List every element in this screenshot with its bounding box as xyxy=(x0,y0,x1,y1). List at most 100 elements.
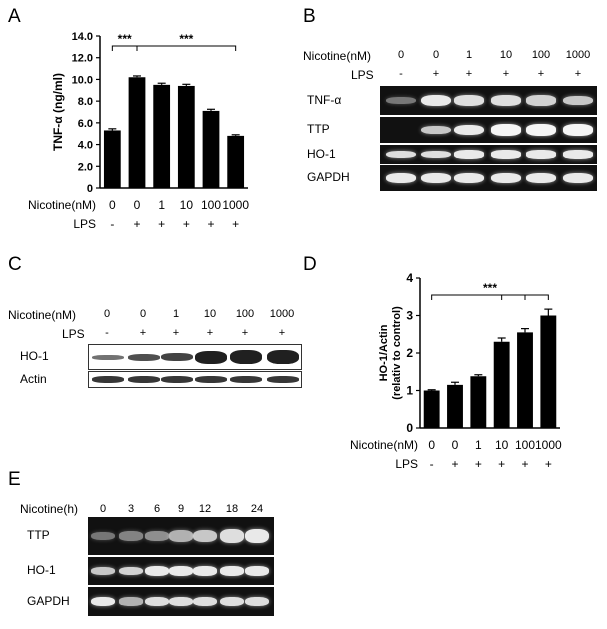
western-band xyxy=(230,350,262,364)
chart-d: 0 1 2 3 4 0 - 0 +1 +10 +100 +1000 + Nicotine(nM) LPS HO… xyxy=(350,271,562,471)
lps-sign: + xyxy=(158,217,165,231)
gel-band xyxy=(91,566,115,576)
panel-letter-b: B xyxy=(303,6,316,27)
c-lps-sign: - xyxy=(105,327,109,339)
lps-sign: + xyxy=(133,217,140,231)
y-tick-label: 1 xyxy=(406,384,413,398)
gel-band xyxy=(386,150,416,159)
lps-sign: - xyxy=(430,457,434,471)
gel-band xyxy=(421,150,451,159)
y-tick-label: 2.0 xyxy=(78,161,93,173)
c-lps-sign: + xyxy=(206,327,214,339)
western-band xyxy=(128,353,160,361)
gel-strip xyxy=(88,557,274,585)
y-tick-label: 4.0 xyxy=(78,140,93,152)
x-tick-label: 1 xyxy=(475,438,482,452)
e-blot-label: HO-1 xyxy=(27,563,56,577)
gel-band xyxy=(119,531,143,541)
gel-strip xyxy=(380,165,597,191)
x-tick-label: 10 xyxy=(180,198,194,212)
e-hour-value: 6 xyxy=(153,503,161,515)
sig-bracket xyxy=(136,45,237,51)
western-strip xyxy=(88,344,302,370)
western-band xyxy=(92,354,124,360)
western-band xyxy=(195,350,227,364)
b-nicotine-value: 10 xyxy=(499,49,513,61)
western-strip xyxy=(88,371,302,388)
lps-sign: + xyxy=(232,217,239,231)
gel-band xyxy=(220,529,244,543)
x-tick-label: 1000 xyxy=(535,438,562,452)
lps-sign: + xyxy=(521,457,528,471)
c-lps-sign: + xyxy=(172,327,180,339)
x-tick-label: 100 xyxy=(515,438,535,452)
gel-band xyxy=(454,124,484,136)
gel-band xyxy=(193,596,217,607)
gel-band xyxy=(245,528,269,544)
lps-sign: + xyxy=(451,457,458,471)
bar xyxy=(517,332,533,428)
lps-sign: + xyxy=(545,457,552,471)
bar xyxy=(202,110,220,188)
sig-bracket xyxy=(111,45,138,51)
gel-band xyxy=(245,565,269,577)
c-lps-sign: + xyxy=(241,327,249,339)
gel-band xyxy=(193,566,217,576)
e-hour-value: 18 xyxy=(225,503,239,515)
b-blot-label: TNF-α xyxy=(307,92,342,107)
b-lps-sign: + xyxy=(537,68,545,80)
gel-band xyxy=(454,150,484,159)
gel-band xyxy=(193,529,217,543)
c-nicotine-value: 0 xyxy=(139,308,147,320)
gel-band xyxy=(491,172,521,184)
c-lps-sign: + xyxy=(139,327,147,339)
gel-band xyxy=(563,124,593,136)
y-tick-label: 8.0 xyxy=(78,96,93,108)
e-hour-value: 0 xyxy=(99,503,107,515)
gel-band xyxy=(421,172,451,184)
gel-strip xyxy=(380,145,597,164)
c-lps-label: LPS xyxy=(62,327,85,341)
gel-band xyxy=(526,150,556,159)
gel-band xyxy=(145,531,169,541)
gel-band xyxy=(386,172,416,184)
western-band xyxy=(230,376,262,383)
x-tick-label: 0 xyxy=(109,198,116,212)
gel-band xyxy=(145,596,169,607)
bar xyxy=(128,77,146,188)
bar xyxy=(540,315,557,428)
chart-a: 0 2.0 4.0 6.0 8.0 10.0 12.0 14.0 0 - 0 +1 +10 +100 +10… xyxy=(28,31,249,231)
e-nicotine-label: Nicotine(h) xyxy=(20,502,79,516)
western-band xyxy=(195,376,227,383)
x-tick-label: 0 xyxy=(134,198,141,212)
gel-band xyxy=(563,150,593,159)
c-nicotine-label: Nicotine(nM) xyxy=(8,308,77,322)
western-band xyxy=(161,376,193,383)
b-nicotine-label: Nicotine(nM) xyxy=(303,49,372,63)
gel-band xyxy=(421,94,451,107)
gel-band xyxy=(386,96,416,105)
y-tick-label: 2 xyxy=(406,346,413,360)
c-nicotine-value: 100 xyxy=(235,308,255,320)
x-row-label-lps: LPS xyxy=(73,217,96,231)
b-lps-sign: + xyxy=(465,68,473,80)
gel-band xyxy=(119,566,143,576)
b-nicotine-value: 100 xyxy=(531,49,551,61)
b-lps-sign: + xyxy=(502,68,510,80)
c-lps-sign: + xyxy=(278,327,286,339)
panel-letter-a: A xyxy=(8,6,21,27)
gel-strip xyxy=(380,86,597,115)
gel-strip xyxy=(380,117,597,143)
gel-band xyxy=(421,125,451,135)
c-nicotine-value: 1000 xyxy=(269,308,295,320)
y-axis-label-2: (relativ to control) xyxy=(391,306,403,400)
gel-band xyxy=(526,124,556,136)
western-band xyxy=(161,353,193,361)
gel-band xyxy=(220,566,244,576)
b-lps-sign: + xyxy=(432,68,440,80)
x-tick-label: 100 xyxy=(201,198,221,212)
b-lps-sign: - xyxy=(399,68,403,80)
y-tick-label: 12.0 xyxy=(72,53,93,65)
y-tick-label: 6.0 xyxy=(78,118,93,130)
y-axis-label: HO-1/Actin xyxy=(378,324,390,381)
